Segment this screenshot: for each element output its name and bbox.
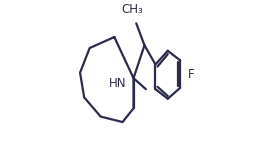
Text: CH₃: CH₃ [121,3,143,16]
Text: HN: HN [109,77,127,90]
Text: F: F [188,68,195,80]
